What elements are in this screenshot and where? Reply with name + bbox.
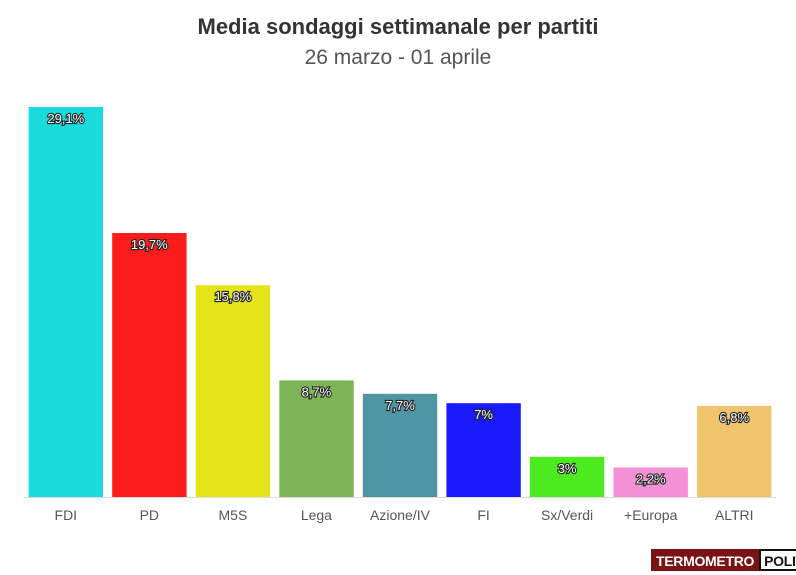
data-label-fi: 7% (474, 407, 493, 422)
tick-label-lega: Lega (301, 507, 332, 523)
data-label-pd: 19,7% (131, 237, 168, 252)
bar-pd (112, 233, 187, 497)
bar-sx-verdi (529, 456, 605, 497)
tick-label-azione-iv: Azione/IV (370, 507, 431, 523)
tick-label-sx-verdi: Sx/Verdi (541, 507, 593, 523)
tick-label-m5s: M5S (219, 507, 248, 523)
chart-subtitle: 26 marzo - 01 aprile (304, 46, 492, 69)
tick-label-altri: ALTRI (715, 507, 754, 523)
tick-label-europa: +Europa (624, 507, 678, 523)
bar-lega (279, 380, 354, 497)
tick-label-fdi: FDI (55, 507, 78, 523)
chart-title: Media sondaggi settimanale per partiti (197, 14, 599, 39)
data-label-sx-verdi: 3% (558, 461, 577, 476)
data-label-fdi: 29,1% (47, 111, 84, 126)
tick-label-fi: FI (477, 507, 489, 523)
termometro-politico-logo: TERMOMETRO POLITICO (651, 549, 796, 571)
bar-fi (446, 403, 521, 497)
tick-label-pd: PD (140, 507, 159, 523)
logo-left-text: TERMOMETRO (651, 549, 760, 571)
bar-m5s (195, 285, 271, 497)
bar-fdi (28, 107, 104, 497)
data-label-m5s: 15,8% (214, 289, 251, 304)
data-label-altri: 6,8% (719, 410, 749, 425)
data-label-lega: 8,7% (302, 384, 332, 399)
bar-altri (697, 405, 772, 497)
bar-azione-iv (362, 393, 438, 497)
bar-europa (613, 467, 688, 497)
logo-right-text: POLITICO (759, 549, 796, 571)
data-label-europa: 2,2% (636, 472, 666, 487)
data-label-azione-iv: 7,7% (385, 398, 415, 413)
